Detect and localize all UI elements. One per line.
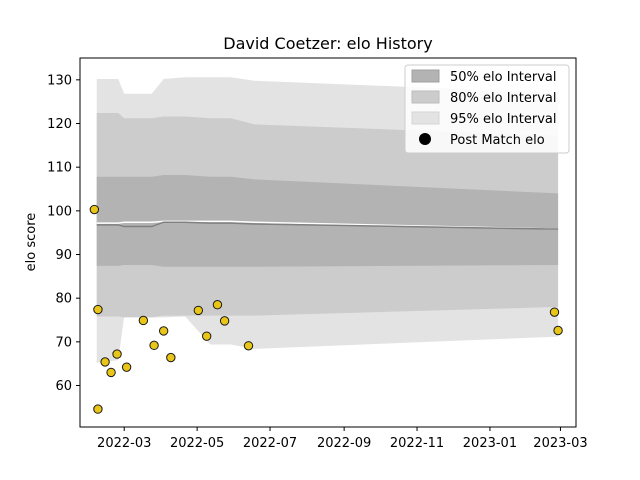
post-match-point-9 (158, 326, 169, 336)
x-tick-label-3: 2022-09 (317, 436, 371, 451)
band-50 (96, 175, 559, 267)
y-axis-label: elo score (24, 213, 39, 272)
legend-swatch-80 (411, 90, 440, 104)
post-match-point-4 (106, 367, 116, 378)
x-tick-label-4: 2022-11 (390, 436, 444, 451)
x-tick-label-5: 2023-01 (463, 436, 517, 451)
post-match-point-13 (212, 300, 223, 310)
x-axis: 2022-03 2022-05 2022-07 2022-09 2022-11 2023-… (97, 427, 588, 451)
y-tick-label-7: 130 (47, 73, 72, 88)
legend-swatch-50 (411, 69, 440, 83)
chart-title: David Coetzer: elo History (223, 34, 432, 53)
y-tick-label-0: 60 (55, 379, 72, 394)
legend-label-80: 80% elo Interval (450, 91, 557, 106)
post-match-point-0 (89, 204, 100, 215)
post-match-point-5 (112, 349, 122, 359)
x-tick-label-6: 2023-03 (533, 436, 587, 451)
x-tick-label-0: 2022-03 (97, 436, 151, 451)
legend-swatch-95 (411, 111, 440, 125)
y-tick-label-6: 120 (47, 117, 72, 132)
post-match-point-3 (100, 357, 110, 367)
post-match-point-2 (93, 404, 103, 414)
post-match-point-14 (219, 316, 230, 326)
post-match-point-8 (149, 340, 159, 351)
y-tick-label-2: 80 (55, 292, 72, 307)
legend-label-95: 95% elo Interval (450, 112, 557, 127)
post-match-point-16 (549, 307, 560, 317)
x-tick-label-2: 2022-07 (243, 436, 297, 451)
y-tick-label-5: 110 (47, 161, 72, 176)
post-match-point-11 (193, 305, 204, 316)
legend-label-50: 50% elo Interval (450, 70, 557, 85)
legend-box (404, 64, 570, 154)
legend-label-points: Post Match elo (450, 133, 545, 148)
post-match-point-6 (121, 362, 132, 372)
post-match-point-1 (93, 304, 103, 315)
post-match-points (89, 204, 563, 414)
y-tick-label-4: 100 (47, 204, 72, 219)
post-match-point-10 (166, 352, 176, 363)
post-match-point-7 (138, 315, 149, 326)
y-tick-label-1: 70 (55, 335, 72, 350)
y-tick-label-3: 90 (55, 248, 72, 263)
legend: 50% elo Interval 80% elo Interval 95% el… (404, 64, 570, 154)
legend-marker-points (419, 133, 431, 145)
y-axis: 60 70 80 90 100 110 120 130 (47, 73, 80, 394)
elo-lines (96, 220, 559, 230)
mean-elo-line (96, 220, 559, 230)
x-tick-label-1: 2022-05 (170, 436, 224, 451)
post-match-point-15 (243, 341, 254, 351)
post-match-point-17 (553, 325, 563, 336)
median-elo-line (96, 221, 559, 230)
plot-frame (79, 57, 577, 428)
post-match-point-12 (201, 331, 212, 341)
